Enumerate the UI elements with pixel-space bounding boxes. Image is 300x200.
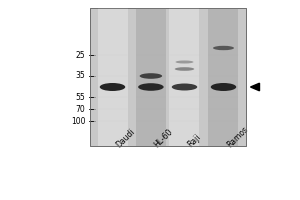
Ellipse shape xyxy=(176,60,194,64)
Bar xyxy=(208,8,238,146)
Bar xyxy=(169,8,200,146)
Ellipse shape xyxy=(100,83,125,91)
Text: 100: 100 xyxy=(71,116,85,126)
Text: 70: 70 xyxy=(76,104,85,114)
FancyArrow shape xyxy=(250,83,260,91)
Text: 55: 55 xyxy=(76,92,85,102)
Text: Ramos: Ramos xyxy=(225,124,250,149)
Text: Daudi: Daudi xyxy=(114,127,136,149)
Text: 25: 25 xyxy=(76,50,86,60)
Ellipse shape xyxy=(172,84,197,90)
Ellipse shape xyxy=(213,46,234,50)
Bar xyxy=(90,8,246,146)
Ellipse shape xyxy=(175,67,194,71)
Text: Raji: Raji xyxy=(186,132,202,149)
Ellipse shape xyxy=(211,83,236,91)
Ellipse shape xyxy=(140,73,162,79)
Bar xyxy=(98,8,128,146)
Text: 35: 35 xyxy=(76,72,85,80)
Ellipse shape xyxy=(138,83,164,91)
Bar xyxy=(90,8,246,146)
Text: HL-60: HL-60 xyxy=(152,127,175,149)
Bar xyxy=(136,8,166,146)
